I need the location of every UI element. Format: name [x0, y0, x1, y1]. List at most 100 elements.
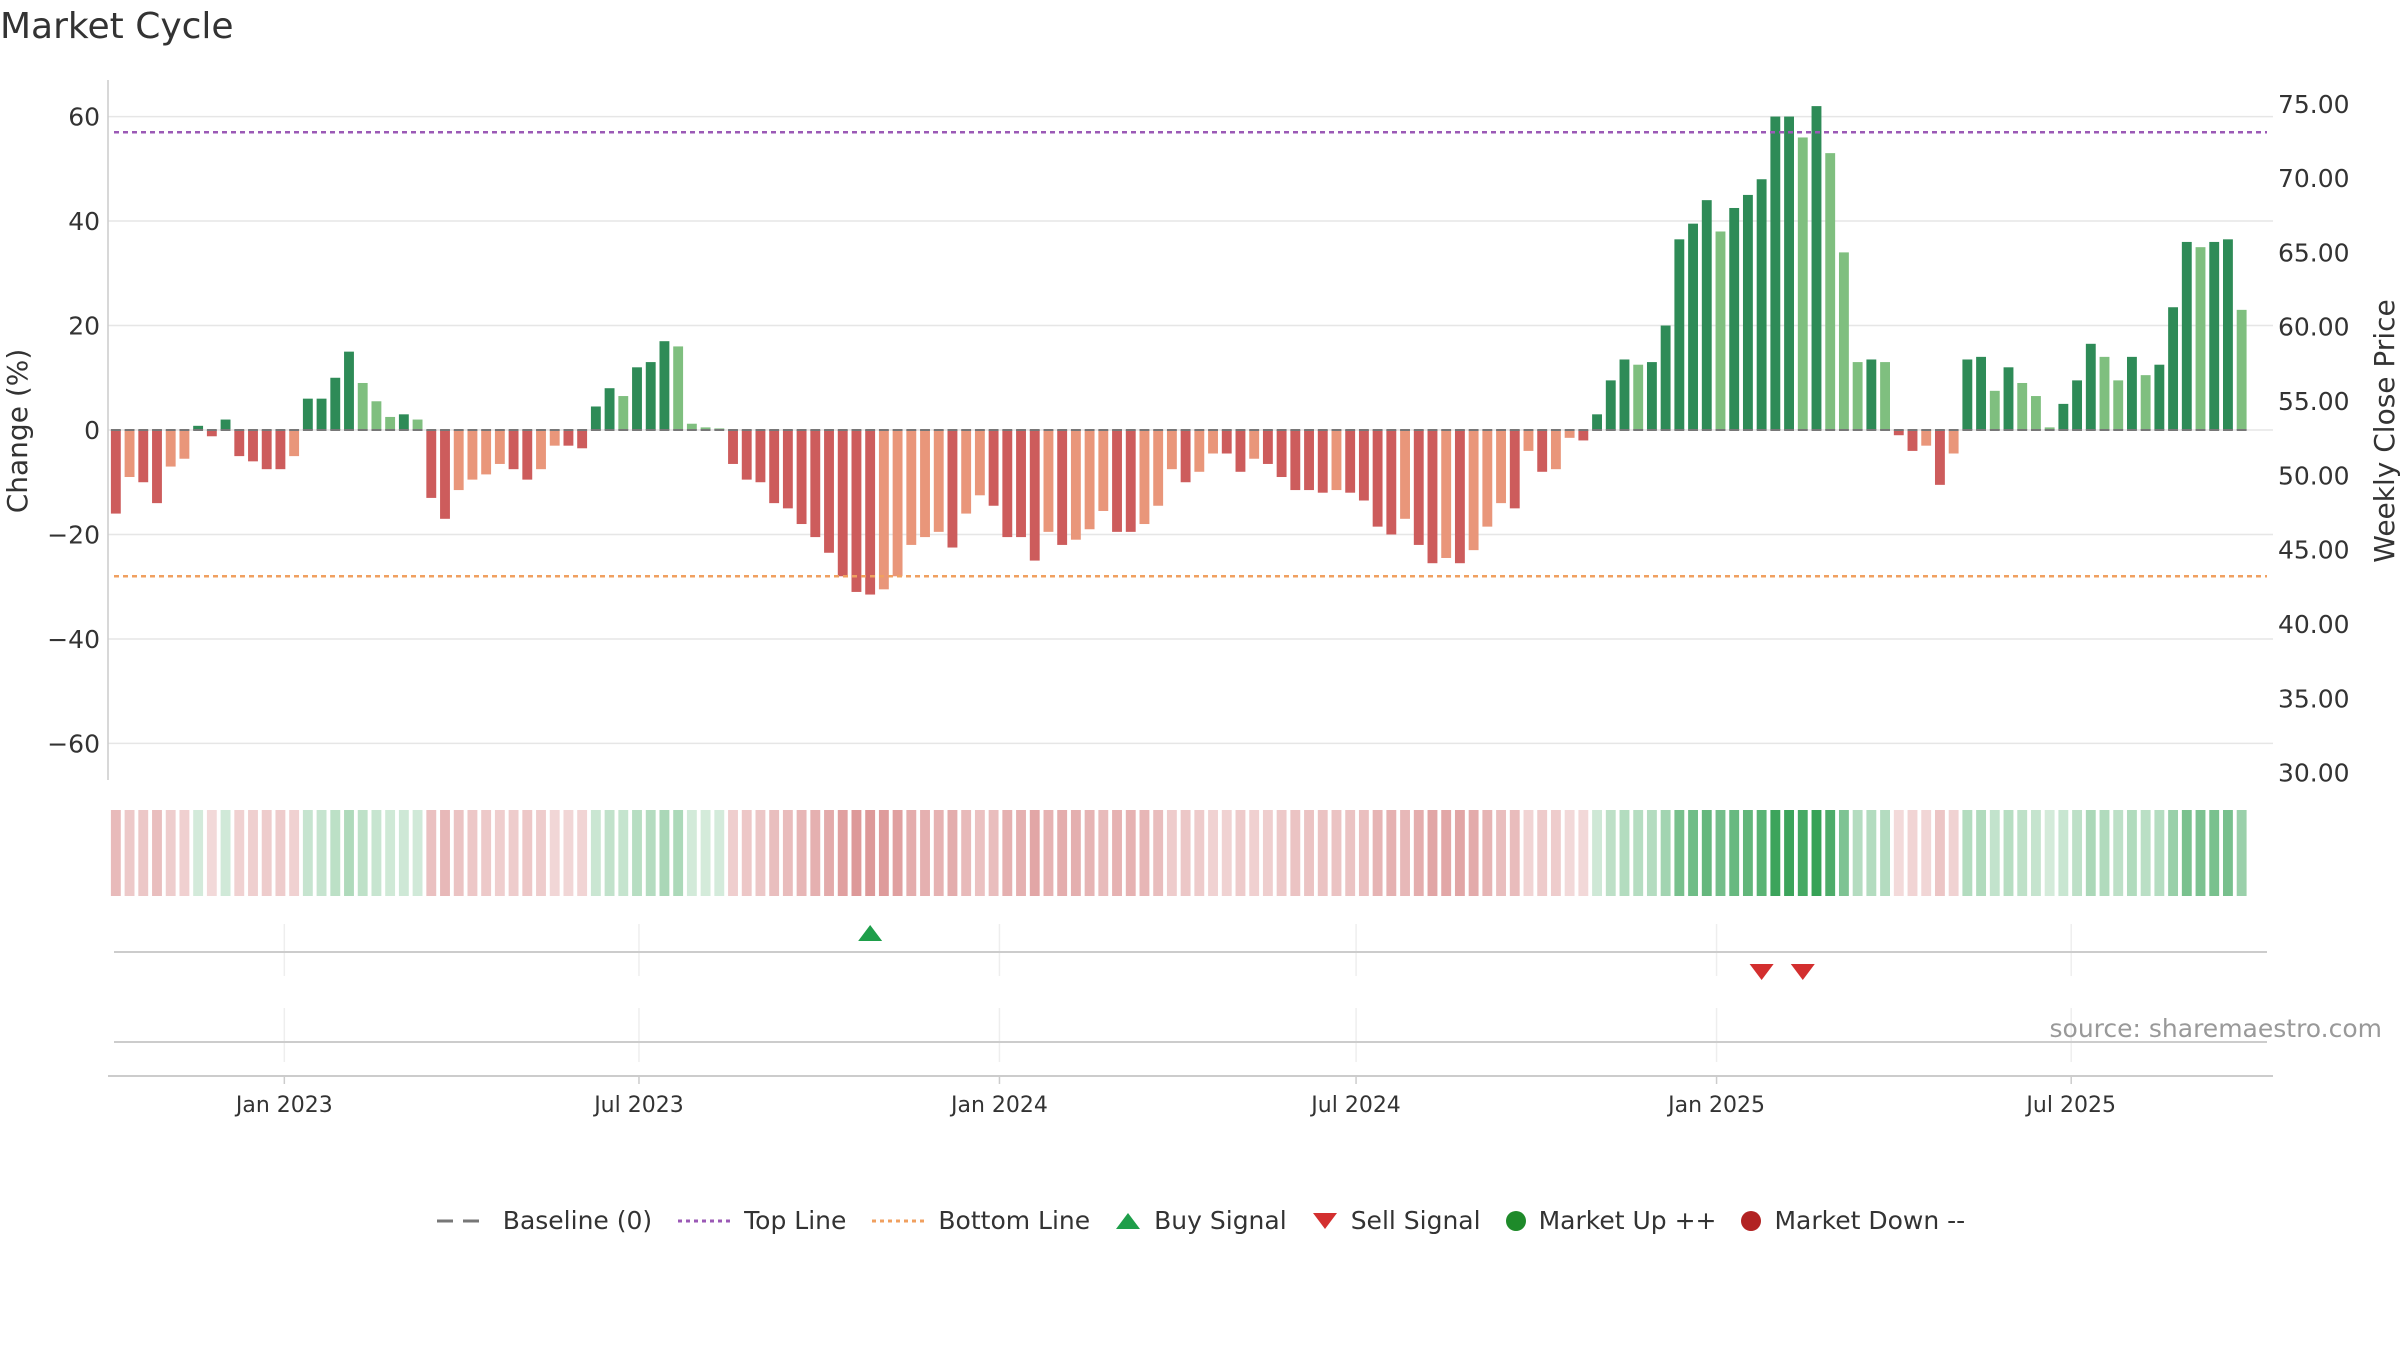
x-tick-label: Jul 2023 — [592, 1093, 684, 1118]
heat-cell — [261, 810, 272, 896]
bar — [1208, 430, 1218, 454]
heat-cell — [1989, 810, 2000, 896]
heat-cell — [1880, 810, 1891, 896]
heat-cell — [220, 810, 231, 896]
heat-cell — [1002, 810, 1013, 896]
bar — [851, 430, 862, 592]
bar — [1262, 430, 1273, 464]
heat-cell — [1825, 810, 1836, 896]
legend-item[interactable]: Market Up ++ — [1505, 1206, 1716, 1235]
bar — [906, 430, 917, 545]
heat-cell — [481, 810, 492, 896]
bar — [302, 398, 313, 430]
heat-cell — [1893, 810, 1904, 896]
heat-cell — [1921, 810, 1932, 896]
bar — [398, 414, 409, 430]
legend-item[interactable]: Buy Signal — [1114, 1206, 1287, 1235]
bar — [1386, 430, 1397, 535]
bar — [385, 416, 396, 430]
bar — [1797, 137, 1808, 430]
heat-cell — [2140, 810, 2151, 896]
heat-cell — [2017, 810, 2028, 896]
signal-panel — [114, 924, 2267, 1062]
heat-cell — [604, 810, 615, 896]
heat-cell — [1208, 810, 1218, 896]
bar — [974, 430, 985, 496]
legend-item[interactable]: Market Down -- — [1740, 1206, 1965, 1235]
bar — [1496, 430, 1506, 504]
heat-cell — [165, 810, 176, 896]
legend-item[interactable]: Sell Signal — [1311, 1206, 1481, 1235]
bar — [1701, 200, 1712, 430]
bar — [632, 367, 642, 430]
y-tick-label: 0 — [84, 416, 100, 445]
bar — [124, 430, 135, 478]
bar — [865, 430, 876, 595]
bar — [645, 362, 656, 430]
heat-cell — [851, 810, 862, 896]
bar — [2085, 343, 2096, 430]
heat-cell — [1934, 810, 1945, 896]
legend-label: Sell Signal — [1350, 1206, 1481, 1235]
y2-tick-label: 40.00 — [2278, 610, 2350, 639]
heat-cell — [865, 810, 876, 896]
x-tick-label: Jan 2024 — [949, 1093, 1048, 1118]
bar — [2154, 364, 2165, 430]
heat-cell — [2030, 810, 2041, 896]
bar — [193, 425, 204, 430]
bar — [1276, 430, 1287, 478]
bar — [1070, 430, 1081, 540]
heat-cell — [1180, 810, 1191, 896]
bar — [1098, 430, 1109, 511]
bar — [344, 351, 354, 430]
heat-cell — [1715, 810, 1726, 896]
heat-cell — [1235, 810, 1246, 896]
heat-cell — [837, 810, 848, 896]
x-axis: Jan 2023 Jul 2023 Jan 2024 Jul 2024 Jan 2025… — [108, 1075, 2273, 1118]
heat-cell — [686, 810, 697, 896]
y2-tick-label: 45.00 — [2278, 536, 2350, 565]
bar — [947, 430, 958, 548]
reference-lines — [114, 130, 2267, 578]
heat-cell — [1386, 810, 1397, 896]
heat-cell — [179, 810, 190, 896]
bar — [1400, 430, 1410, 519]
heat-cell — [1674, 810, 1685, 896]
bar — [1962, 359, 1973, 430]
bar — [1454, 430, 1465, 564]
legend-symbol — [676, 1211, 732, 1231]
heat-cell — [2058, 810, 2069, 896]
heat-cell — [316, 810, 327, 896]
heat-cell — [1139, 810, 1150, 896]
bar — [1907, 430, 1918, 451]
heat-cell — [1537, 810, 1548, 896]
heat-cell — [508, 810, 519, 896]
bar — [1509, 430, 1520, 509]
heat-cell — [2113, 810, 2124, 896]
bar — [1921, 430, 1932, 446]
heat-cell — [1742, 810, 1753, 896]
bar — [1166, 430, 1177, 470]
bar — [2181, 241, 2192, 430]
heat-cell — [152, 810, 162, 896]
legend-symbol — [1311, 1211, 1339, 1231]
heat-cell — [2072, 810, 2083, 896]
heat-cell — [947, 810, 958, 896]
bar — [330, 377, 341, 430]
legend-item[interactable]: Top Line — [676, 1206, 846, 1235]
bar — [673, 346, 684, 430]
legend-symbol — [1505, 1210, 1527, 1232]
bar — [782, 430, 793, 509]
bar — [1742, 194, 1753, 430]
heat-cell — [124, 810, 135, 896]
heat-cell — [659, 810, 670, 896]
legend-item[interactable]: Bottom Line — [870, 1206, 1090, 1235]
bar — [659, 341, 670, 430]
heat-cell — [1962, 810, 1973, 896]
bar — [522, 430, 533, 480]
heat-cell — [1605, 810, 1616, 896]
legend-item[interactable]: Baseline (0) — [435, 1206, 652, 1235]
source-note: source: sharemaestro.com — [2049, 1014, 2383, 1043]
heat-cell — [920, 810, 930, 896]
heat-cell — [1016, 810, 1026, 896]
